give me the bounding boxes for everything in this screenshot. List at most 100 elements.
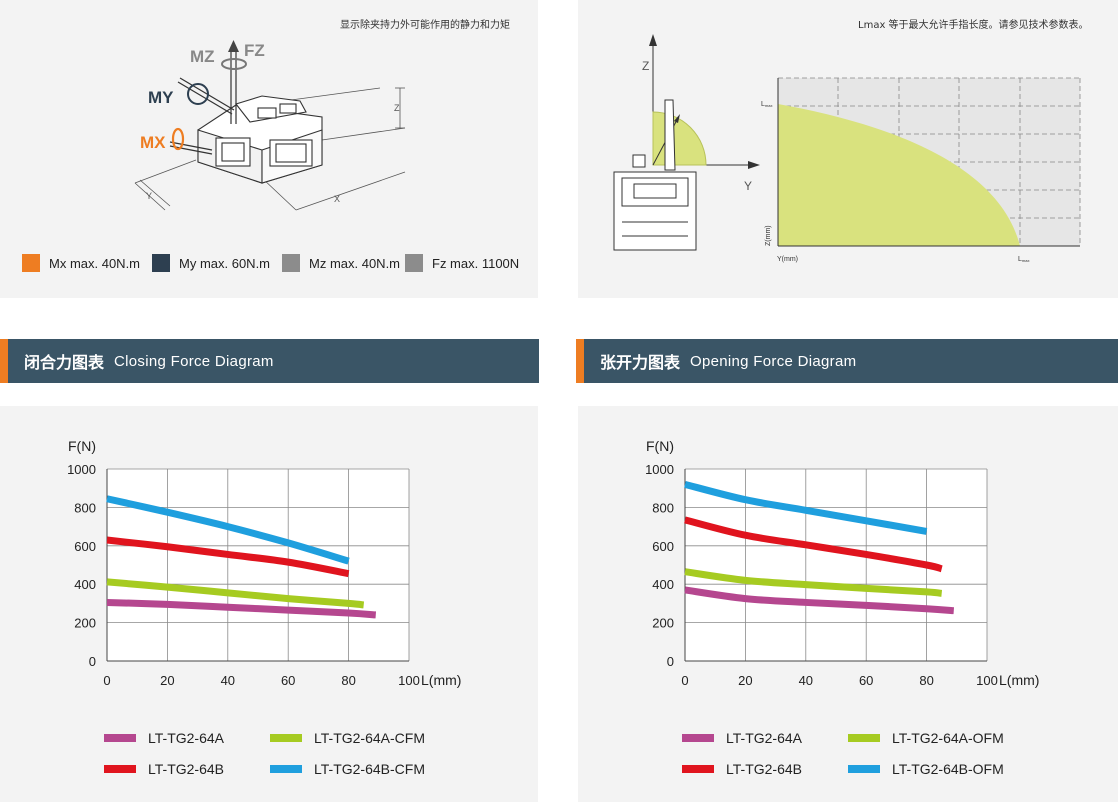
lmax-note: Lmax 等于最大允许手指长度。请参见技术参数表。 (858, 20, 1089, 31)
legend-swatch (848, 765, 880, 773)
opening-legend-b-ofm: LT-TG2-64B-OFM (848, 761, 1004, 777)
zmm-axis-label: Z(mm) (765, 225, 772, 246)
x-axis-label: L(mm) (421, 672, 461, 688)
opening-title-cn: 张开力图表 (600, 353, 681, 372)
x-tick-label: 40 (221, 673, 235, 688)
closing-chart-panel: 0 200 400 600 800 1000 0 20 40 60 80 100 F(N) L(mm) L… (0, 406, 538, 802)
x-tick-label: 20 (738, 673, 752, 688)
legend-swatch (104, 734, 136, 742)
legend-swatch (848, 734, 880, 742)
forces-note: 显示除夹持力外可能作用的静力和力矩 (340, 20, 510, 31)
x-tick-label: 20 (160, 673, 174, 688)
gripper-load-diagram: MZ FZ MY MX Z Y X (134, 40, 406, 211)
fz-swatch (405, 254, 423, 272)
legend-swatch (104, 765, 136, 773)
legend-label: LT-TG2-64A-CFM (314, 730, 425, 746)
sketch-y-label: Y (744, 179, 752, 193)
legend-label: LT-TG2-64A (148, 730, 224, 746)
ymm-axis-label: Y(mm) (777, 256, 798, 263)
closing-legend-b: LT-TG2-64B (104, 761, 224, 777)
legend-my-label: My max. 60N.m (179, 255, 271, 271)
mx-swatch (22, 254, 40, 272)
legend-fz-label: Fz max. 1100N (432, 255, 520, 271)
opening-legend-a: LT-TG2-64A (682, 730, 802, 746)
legend-label: LT-TG2-64B-CFM (314, 761, 425, 777)
header-accent (576, 339, 584, 383)
y-tick-label: 400 (652, 577, 674, 592)
y-tick-label: 800 (652, 500, 674, 515)
lmax-right-label: Lmax (1018, 256, 1029, 263)
legend-mx: Mx max. 40N.m (22, 254, 140, 272)
legend-my: My max. 60N.m (152, 254, 270, 272)
y-tick-label: 600 (652, 539, 674, 554)
series-line-lt-tg2-64b (684, 516, 943, 573)
x-tick-label: 40 (799, 673, 813, 688)
x-tick-label: 80 (341, 673, 355, 688)
y-tick-label: 0 (89, 654, 96, 669)
opening-force-chart: 0 200 400 600 800 1000 0 20 40 60 80 100 F(N) L(mm) (645, 438, 1039, 688)
x-tick-label: 0 (103, 673, 110, 688)
y-tick-label: 1000 (645, 462, 674, 477)
forces-moments-panel: 显示除夹持力外可能作用的静力和力矩 (0, 0, 538, 298)
series-line-lt-tg2-64b (106, 536, 350, 578)
finger-length-diagram: Z Y (613, 34, 1081, 263)
y-tick-label: 200 (652, 616, 674, 631)
x-tick-label: 100 (976, 673, 998, 688)
x-tick-label: 60 (281, 673, 295, 688)
dim-x-label: X (334, 194, 340, 204)
y-tick-label: 200 (74, 616, 96, 631)
fz-label: FZ (244, 41, 265, 60)
y-axis-label: F(N) (646, 438, 674, 454)
legend-swatch (682, 734, 714, 742)
y-tick-label: 800 (74, 500, 96, 515)
my-swatch (152, 254, 170, 272)
x-tick-label: 60 (859, 673, 873, 688)
series-line-lt-tg2-64a-cfm (106, 578, 365, 609)
series-line-lt-tg2-64a-ofm (684, 568, 943, 597)
mz-swatch (282, 254, 300, 272)
y-axis-label: F(N) (68, 438, 96, 454)
y-tick-label: 1000 (67, 462, 96, 477)
series-line-lt-tg2-64b-ofm (684, 480, 928, 535)
mx-label: MX (140, 133, 166, 152)
legend-swatch (682, 765, 714, 773)
closing-legend-a: LT-TG2-64A (104, 730, 224, 746)
opening-legend-b: LT-TG2-64B (682, 761, 802, 777)
y-tick-label: 0 (667, 654, 674, 669)
opening-title-en: Opening Force Diagram (690, 352, 857, 370)
closing-legend-a-cfm: LT-TG2-64A-CFM (270, 730, 425, 746)
legend-swatch (270, 734, 302, 742)
opening-legend-a-ofm: LT-TG2-64A-OFM (848, 730, 1004, 746)
x-tick-label: 0 (681, 673, 688, 688)
x-axis-label: L(mm) (999, 672, 1039, 688)
legend-swatch (270, 765, 302, 773)
closing-force-chart: 0 200 400 600 800 1000 0 20 40 60 80 100 F(N) L(mm) (67, 438, 461, 688)
legend-fz: Fz max. 1100N (405, 254, 519, 272)
legend-mx-label: Mx max. 40N.m (49, 255, 141, 271)
legend-label: LT-TG2-64B (148, 761, 224, 777)
legend-mz-label: Mz max. 40N.m (309, 255, 401, 271)
opening-force-header: 张开力图表 Opening Force Diagram (576, 339, 1118, 383)
finger-length-panel: Lmax 等于最大允许手指长度。请参见技术参数表。 Z Y (578, 0, 1118, 298)
header-accent (0, 339, 8, 383)
closing-title-en: Closing Force Diagram (114, 352, 274, 370)
y-tick-label: 400 (74, 577, 96, 592)
legend-label: LT-TG2-64A (726, 730, 802, 746)
closing-title-cn: 闭合力图表 (24, 353, 105, 372)
dim-z-label: Z (394, 103, 400, 113)
sketch-z-label: Z (642, 59, 649, 73)
lmax-top-label: Lmax (761, 101, 772, 108)
legend-label: LT-TG2-64B (726, 761, 802, 777)
legend-label: LT-TG2-64A-OFM (892, 730, 1004, 746)
opening-chart-panel: 0 200 400 600 800 1000 0 20 40 60 80 100 F(N) L(mm) L… (578, 406, 1118, 802)
mz-label: MZ (190, 47, 215, 66)
series-line-lt-tg2-64a (106, 598, 377, 619)
x-tick-label: 80 (919, 673, 933, 688)
plot-area (107, 469, 409, 661)
series-line-lt-tg2-64a (684, 586, 955, 615)
legend-label: LT-TG2-64B-OFM (892, 761, 1004, 777)
series-line-lt-tg2-64b-cfm (106, 495, 350, 565)
dim-y-label: Y (146, 191, 152, 201)
x-tick-label: 100 (398, 673, 420, 688)
closing-legend-b-cfm: LT-TG2-64B-CFM (270, 761, 425, 777)
